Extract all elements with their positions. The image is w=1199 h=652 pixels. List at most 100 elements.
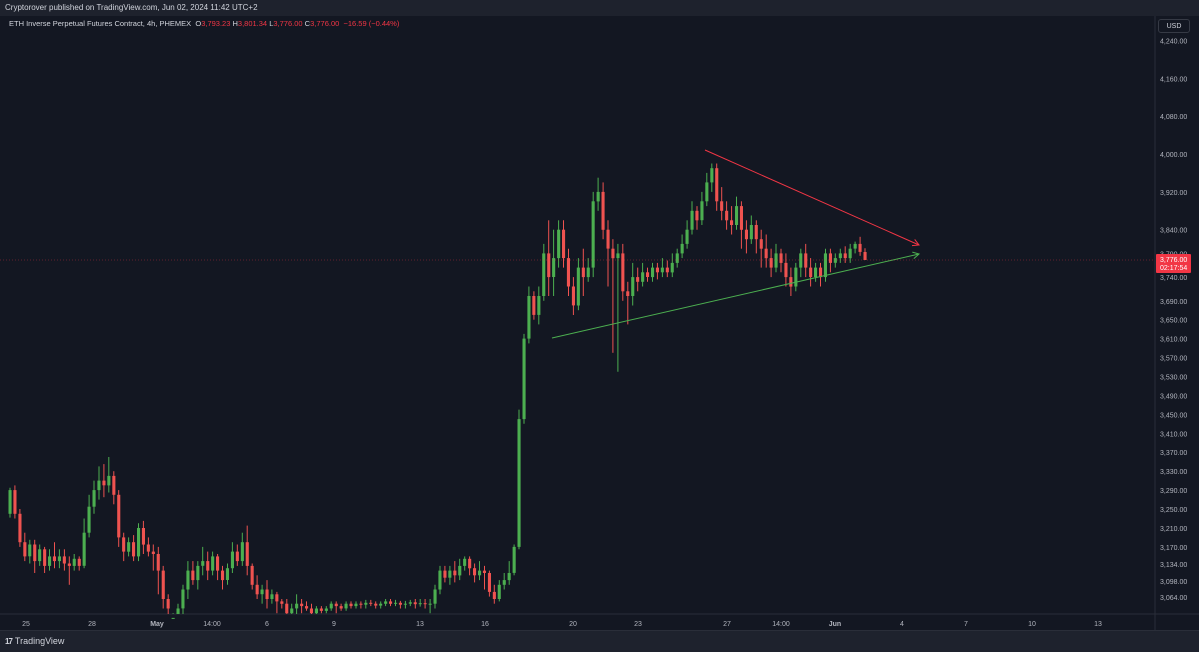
candle-body	[641, 272, 645, 282]
candle-body	[408, 602, 412, 604]
y-tick-label: 3,290.00	[1160, 488, 1187, 495]
candle-body	[819, 267, 823, 278]
candle-body	[102, 480, 106, 486]
candle-body	[290, 608, 294, 614]
candle-body	[655, 267, 659, 273]
close-value: 3,776.00	[310, 19, 340, 28]
candle-body	[260, 589, 264, 595]
candle-body	[804, 253, 808, 268]
candle-body	[537, 296, 541, 315]
currency-selector[interactable]: USD	[1158, 19, 1190, 33]
candle-body	[576, 267, 580, 306]
candle-body	[344, 603, 348, 609]
candle-body	[487, 573, 491, 592]
high-value: 3,801.34	[237, 19, 268, 28]
candle-body	[379, 603, 383, 606]
candle-body	[48, 556, 52, 566]
candle-body	[492, 591, 496, 599]
x-tick-label: 16	[481, 621, 489, 628]
candle-body	[389, 601, 393, 604]
candle-body	[398, 602, 402, 605]
candle-body	[858, 243, 862, 252]
y-tick-label: 3,450.00	[1160, 412, 1187, 419]
candle-body	[201, 561, 205, 566]
candle-body	[112, 475, 116, 495]
candle-body	[230, 551, 234, 569]
candle-body	[497, 584, 501, 599]
candle-body	[542, 253, 546, 296]
candle-body	[57, 556, 61, 562]
candle-body	[418, 603, 422, 605]
candle-body	[107, 475, 111, 486]
candle-body	[216, 556, 220, 571]
candle-body	[364, 602, 368, 605]
candle-body	[250, 565, 254, 585]
candle-body	[443, 570, 447, 578]
y-tick-label: 3,690.00	[1160, 299, 1187, 306]
candle-body	[759, 239, 763, 249]
candle-body	[838, 253, 842, 259]
candle-body	[527, 296, 531, 339]
candle-body	[18, 513, 22, 543]
candle-body	[705, 182, 709, 202]
candle-body	[695, 210, 699, 221]
candle-body	[176, 608, 180, 614]
y-tick-label: 4,000.00	[1160, 152, 1187, 159]
candle-body	[685, 229, 689, 244]
candle-body	[774, 253, 778, 268]
candle-body	[660, 267, 664, 273]
candle-body	[354, 603, 358, 607]
candle-body	[52, 556, 56, 562]
candle-body	[591, 201, 595, 268]
y-tick-label: 4,240.00	[1160, 38, 1187, 45]
candle-body	[28, 544, 32, 557]
candle-body	[423, 603, 427, 605]
open-value: 3,793.23	[201, 19, 231, 28]
x-tick-label: 13	[1094, 621, 1102, 628]
candle-body	[349, 603, 353, 607]
candle-body	[616, 253, 620, 259]
candle-body	[715, 168, 719, 202]
candle-body	[186, 570, 190, 590]
brand-name: TradingView	[14, 636, 65, 646]
candle-body	[670, 262, 674, 273]
candle-body	[295, 603, 299, 609]
candle-body	[339, 606, 343, 609]
candle-body	[196, 565, 200, 581]
publish-info-bar: Cryptorover published on TradingView.com…	[0, 0, 1199, 16]
y-tick-label: 3,330.00	[1160, 469, 1187, 476]
tradingview-brand[interactable]: 17 TradingView	[5, 636, 64, 646]
change-value: −16.59 (−0.44%)	[343, 19, 400, 28]
candle-body	[735, 206, 739, 225]
candle-body	[329, 603, 333, 609]
candle-body	[720, 201, 724, 211]
candle-body	[374, 603, 378, 606]
candle-body	[92, 490, 96, 507]
price-chart[interactable]: 4,240.00 4,160.00 4,080.00 4,000.00 3,920.00…	[0, 16, 1199, 630]
candle-body	[433, 589, 437, 604]
candle-body	[863, 252, 867, 260]
candle-body	[547, 253, 551, 278]
candle-body	[700, 201, 704, 221]
candle-body	[586, 267, 590, 278]
candle-body	[8, 490, 12, 514]
bottom-bar: 17 TradingView	[0, 630, 1199, 652]
y-tick-label: 3,170.00	[1160, 545, 1187, 552]
candle-body	[23, 542, 27, 557]
candle-body	[117, 494, 121, 538]
resistance-trendline	[704, 149, 920, 246]
y-tick-label: 3,064.00	[1160, 595, 1187, 602]
candle-body	[280, 601, 284, 604]
candle-body	[675, 253, 679, 263]
x-tick-label: 9	[332, 621, 336, 628]
y-tick-label: 3,530.00	[1160, 375, 1187, 382]
candle-body	[478, 570, 482, 576]
candle-body	[132, 542, 136, 557]
candle-body	[502, 580, 506, 585]
candle-body	[596, 191, 600, 202]
candle-body	[833, 258, 837, 263]
candle-body	[127, 542, 131, 552]
x-tick-label: 6	[265, 621, 269, 628]
close-label: C	[304, 19, 311, 28]
x-tick-label: 7	[964, 621, 968, 628]
